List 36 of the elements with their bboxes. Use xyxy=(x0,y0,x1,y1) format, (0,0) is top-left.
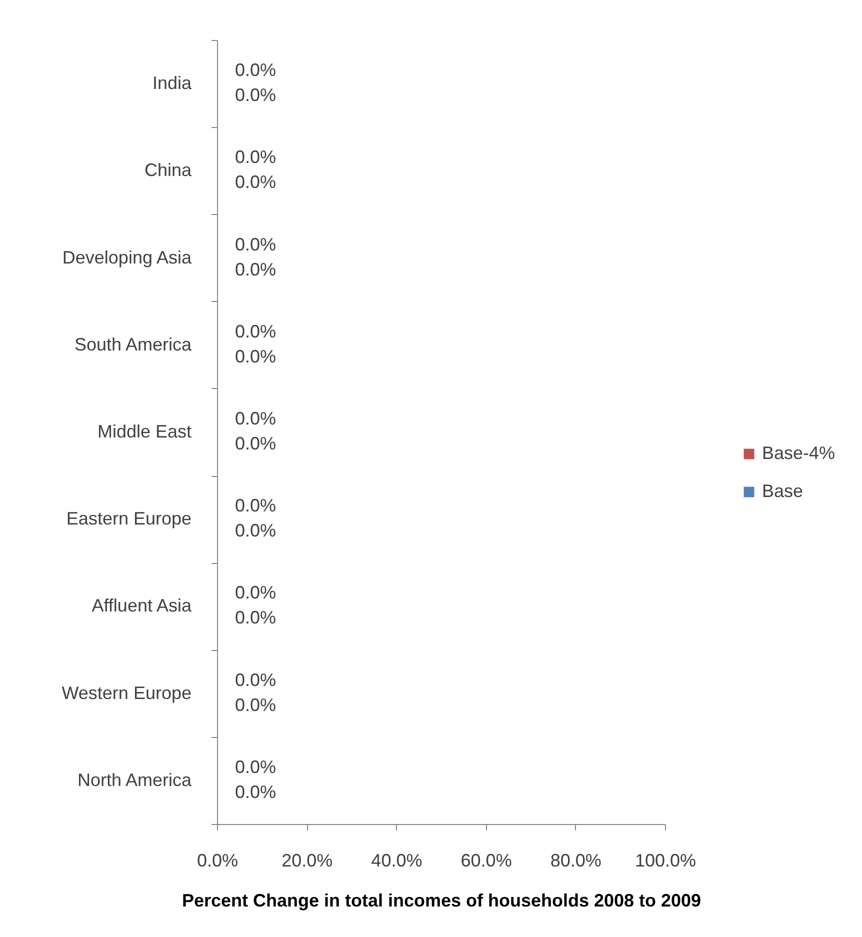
x-tick-label: 60.0% xyxy=(460,850,512,870)
y-tick-label: Middle East xyxy=(97,422,192,442)
data-label: 0.0% xyxy=(235,434,276,454)
x-tick-label: 20.0% xyxy=(282,850,333,870)
data-label: 0.0% xyxy=(235,520,276,541)
y-tick-label: North America xyxy=(77,770,192,790)
data-label: 0.0% xyxy=(235,259,276,280)
legend-label: Base-4% xyxy=(762,443,836,463)
data-label: 0.0% xyxy=(235,60,276,80)
y-tick-label: Eastern Europe xyxy=(66,508,192,529)
x-axis-title: Percent Change in total incomes of households 2008 to 2009 xyxy=(182,890,702,910)
data-label: 0.0% xyxy=(235,582,276,603)
x-tick-label: 40.0% xyxy=(371,850,422,870)
data-label: 0.0% xyxy=(235,608,276,628)
x-tick-label: 100.0% xyxy=(634,850,696,870)
y-tick-label: Western Europe xyxy=(62,682,192,703)
data-label: 0.0% xyxy=(235,172,276,192)
data-label: 0.0% xyxy=(235,408,276,428)
data-label: 0.0% xyxy=(235,756,276,777)
data-label: 0.0% xyxy=(235,694,276,715)
data-label: 0.0% xyxy=(235,346,276,366)
y-tick-label: South America xyxy=(74,334,192,354)
y-tick-label: China xyxy=(144,160,192,180)
data-label: 0.0% xyxy=(235,670,276,690)
data-label: 0.0% xyxy=(235,85,276,106)
legend-label: Base xyxy=(762,481,804,501)
y-tick-label: India xyxy=(152,73,192,94)
y-tick-label: Affluent Asia xyxy=(92,596,192,616)
data-label: 0.0% xyxy=(235,496,276,516)
data-label: 0.0% xyxy=(235,321,276,342)
x-tick-label: 0.0% xyxy=(196,850,238,870)
x-tick-label: 80.0% xyxy=(550,850,602,870)
data-label: 0.0% xyxy=(235,147,276,168)
data-label: 0.0% xyxy=(235,234,276,254)
data-label: 0.0% xyxy=(235,782,276,802)
y-tick-label: Developing Asia xyxy=(62,247,192,268)
